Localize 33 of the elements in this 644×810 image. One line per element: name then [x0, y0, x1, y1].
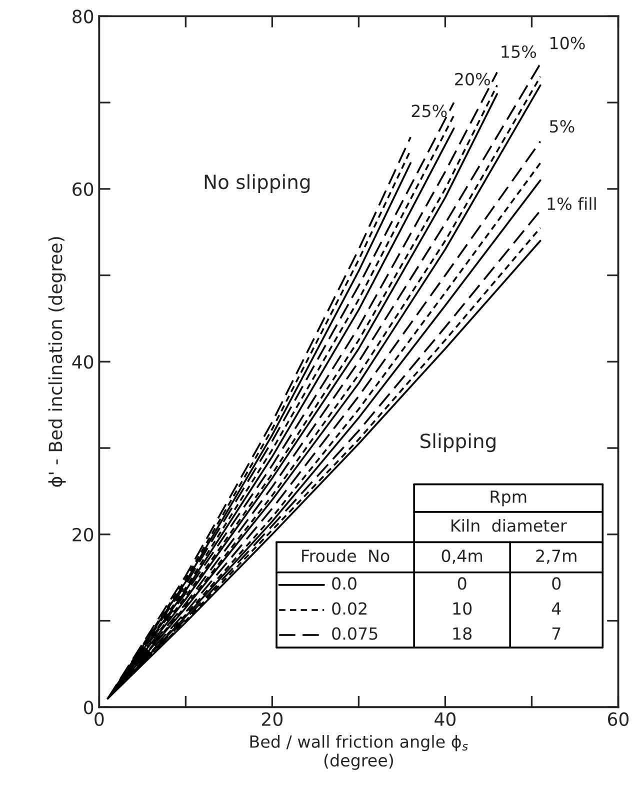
x-tick-label: 40: [434, 712, 456, 726]
annotation: 0: [552, 577, 561, 590]
annotation: 2,7m: [536, 550, 576, 564]
annotation: 20%: [455, 72, 490, 86]
annotation: Kiln diameter: [452, 518, 567, 532]
annotation: 0: [458, 577, 466, 590]
annotation: 15%: [502, 45, 536, 58]
annotation: 25%: [412, 104, 447, 118]
x-tick-label: 60: [608, 712, 629, 726]
annotation: No slipping: [204, 174, 310, 193]
y-tick-label: 60: [72, 182, 94, 196]
annotation: 4: [552, 602, 561, 615]
annotation: Slipping: [420, 433, 496, 452]
x-tick-label: 20: [262, 712, 282, 726]
y-axis-title: ϕ' - Bed inclination (degree): [48, 237, 66, 487]
y-tick-label: 40: [72, 355, 94, 369]
y-tick-label: 0: [84, 700, 94, 714]
annotation: 0,4m: [442, 550, 482, 564]
annotation: 1% fill: [548, 197, 596, 210]
text: Bed / wall friction angle ϕ$_{s}$ (degree): [250, 735, 468, 770]
annotation: 18: [453, 627, 472, 640]
y-tick-label: 20: [72, 528, 94, 542]
annotation: Froude No: [302, 549, 390, 562]
annotation: 7: [552, 627, 560, 640]
annotation: Rpm: [490, 490, 526, 506]
x-tick-label: 0: [94, 712, 104, 726]
annotation: 0.0: [332, 577, 356, 590]
annotation: 10: [453, 602, 472, 615]
annotation: 5%: [550, 120, 574, 133]
annotation: 0.02: [332, 602, 366, 615]
annotation: 0.075: [332, 627, 378, 640]
y-tick-label: 80: [72, 10, 94, 24]
annotation: 10%: [550, 36, 585, 50]
